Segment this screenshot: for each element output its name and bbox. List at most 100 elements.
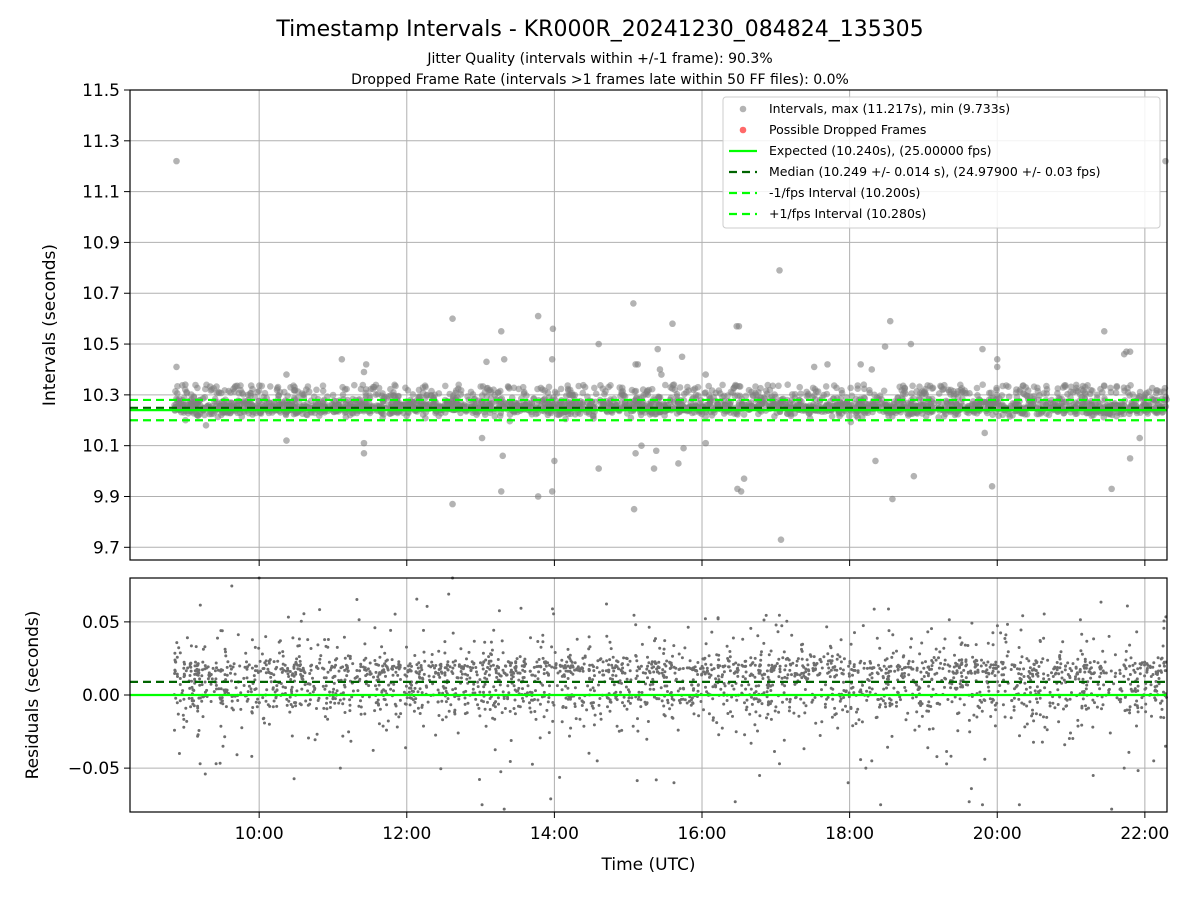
residual-point (819, 660, 823, 664)
residual-point (696, 689, 700, 693)
residual-point (657, 697, 661, 701)
residual-point (560, 688, 564, 692)
residual-point (944, 677, 948, 681)
residual-point (986, 685, 990, 689)
interval-point (796, 383, 803, 391)
residual-point (439, 670, 443, 674)
residual-point (234, 686, 238, 690)
residual-point (380, 645, 384, 649)
residual-point (1084, 687, 1088, 691)
residual-point (1017, 646, 1021, 649)
residual-point (1035, 685, 1039, 689)
bottom-panel-scatter (172, 576, 1168, 811)
residual-point (760, 650, 763, 654)
residual-point (297, 655, 301, 659)
residual-point (1047, 677, 1051, 681)
residual-point (1089, 666, 1093, 670)
residual-point (1103, 660, 1107, 664)
residual-point (826, 652, 830, 656)
residual-point (264, 699, 268, 703)
residual-point (1012, 696, 1016, 700)
interval-point (1013, 393, 1021, 401)
residual-point (680, 656, 684, 660)
residual-point (542, 672, 546, 676)
residual-point (1150, 714, 1153, 718)
residual-point (770, 699, 774, 703)
residual-point (1042, 672, 1046, 676)
residual-point (368, 661, 372, 665)
residual-point (705, 666, 709, 670)
residual-point (413, 686, 417, 690)
residual-point (454, 687, 457, 691)
residual-point (274, 696, 278, 700)
residual-point (566, 647, 570, 651)
residual-point (474, 697, 478, 701)
legend-entry-median: Median (10.249 +/- 0.014 s), (24.97900 +… (769, 164, 1100, 179)
residual-point (257, 646, 261, 650)
residual-point (323, 638, 327, 642)
interval-point-outlier (824, 361, 831, 368)
residual-point (321, 684, 325, 688)
residual-point (744, 687, 748, 691)
interval-point-outlier (1126, 348, 1134, 355)
residual-point (367, 695, 371, 699)
residual-point (538, 702, 542, 706)
interval-point (299, 391, 307, 399)
residual-point (362, 658, 366, 662)
residual-point (213, 669, 217, 673)
residual-point (224, 650, 227, 654)
residual-point (717, 678, 721, 682)
residual-point (280, 667, 284, 670)
residual-point (272, 699, 276, 703)
residual-point (793, 674, 797, 678)
residual-point (777, 657, 781, 661)
residual-point (268, 658, 272, 662)
residual-point (648, 683, 652, 687)
residual-point (235, 753, 239, 757)
residual-point (1096, 682, 1100, 686)
residual-point (1048, 701, 1052, 705)
residual-point (299, 619, 303, 623)
residual-point (611, 677, 614, 681)
residual-point (394, 712, 398, 716)
residual-point (1076, 672, 1080, 676)
residual-point (413, 654, 417, 657)
residual-point (929, 705, 933, 708)
residual-point (345, 664, 349, 668)
residual-point (269, 675, 273, 679)
residual-point (508, 760, 512, 763)
residual-point (508, 664, 512, 667)
interval-point (190, 393, 198, 400)
residual-point (761, 677, 765, 680)
residual-point (725, 644, 729, 648)
residual-point (551, 607, 554, 611)
interval-point (902, 404, 910, 411)
residual-point (573, 702, 577, 706)
interval-point (1144, 410, 1152, 417)
residual-point (654, 637, 657, 641)
residual-point (688, 659, 692, 663)
residual-point (1006, 650, 1010, 654)
residual-point (836, 726, 840, 730)
residual-point (741, 637, 745, 641)
residual-point (405, 696, 409, 700)
residual-point (892, 686, 896, 690)
residual-point (782, 650, 786, 654)
residual-point (223, 647, 227, 651)
residual-point (626, 699, 630, 703)
residual-point (438, 675, 442, 679)
residual-point (182, 675, 186, 679)
residual-point (368, 670, 372, 674)
residual-point (608, 658, 612, 662)
residual-point (622, 695, 626, 699)
residual-point (578, 669, 582, 673)
top-y-tick-label: 11.3 (82, 132, 120, 152)
interval-point (419, 411, 427, 418)
residual-point (802, 701, 806, 705)
residual-point (1036, 674, 1040, 678)
interval-point (866, 389, 873, 397)
residual-point (1107, 634, 1111, 638)
interval-point-outlier (907, 340, 915, 348)
residual-point (820, 688, 823, 692)
residual-point (634, 677, 638, 680)
